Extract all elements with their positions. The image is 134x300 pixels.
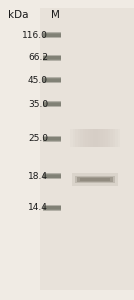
Text: 35.0: 35.0	[28, 100, 48, 109]
Bar	[43, 137, 61, 140]
Bar	[43, 101, 61, 107]
Bar	[43, 137, 61, 141]
Bar	[70, 129, 120, 147]
Bar	[72, 173, 118, 186]
Bar	[43, 175, 61, 178]
Bar	[43, 77, 61, 83]
Bar	[43, 173, 61, 179]
Text: 18.4: 18.4	[28, 172, 48, 181]
Bar	[88, 129, 103, 147]
Bar	[43, 56, 61, 59]
Bar	[77, 177, 113, 182]
Bar	[43, 206, 61, 210]
Bar	[43, 78, 61, 82]
Bar	[43, 32, 61, 38]
Bar	[43, 79, 61, 82]
Bar	[40, 8, 134, 290]
Bar	[43, 206, 61, 209]
Text: 25.0: 25.0	[28, 134, 48, 143]
Bar	[77, 129, 113, 147]
Bar	[43, 136, 61, 142]
Bar	[43, 205, 61, 211]
Bar	[43, 34, 61, 37]
Bar	[43, 56, 61, 60]
Bar	[75, 176, 115, 183]
Text: M: M	[51, 10, 59, 20]
Text: kDa: kDa	[8, 10, 28, 20]
Bar	[43, 33, 61, 38]
Bar	[83, 129, 107, 147]
Bar	[90, 129, 100, 147]
Bar	[43, 55, 61, 61]
Bar	[75, 129, 115, 147]
Bar	[43, 174, 61, 178]
Text: 14.4: 14.4	[28, 203, 48, 212]
Text: 45.0: 45.0	[28, 76, 48, 85]
Bar	[92, 129, 98, 147]
Text: 66.2: 66.2	[28, 53, 48, 62]
Bar	[85, 129, 105, 147]
Bar	[80, 178, 110, 181]
Bar	[43, 103, 61, 106]
Bar	[43, 102, 61, 106]
Bar	[80, 129, 110, 147]
Bar	[72, 129, 118, 147]
Text: 116.0: 116.0	[22, 31, 48, 40]
